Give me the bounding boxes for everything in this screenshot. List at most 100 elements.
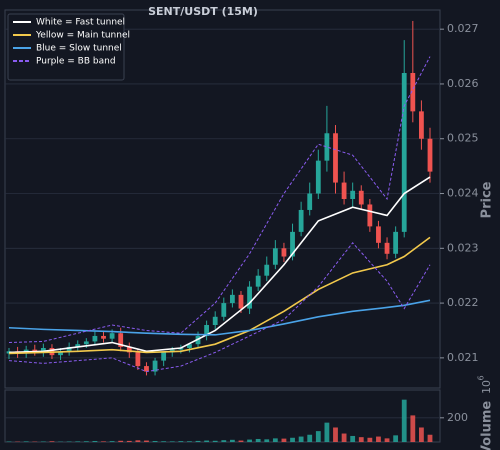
candle-body — [419, 111, 424, 139]
volume-bar — [333, 427, 338, 442]
volume-bar — [238, 440, 244, 442]
candle-body — [161, 352, 167, 361]
y-tick-label: 0.023 — [447, 241, 479, 254]
volume-bar — [23, 441, 29, 442]
candle-body — [212, 316, 218, 325]
volume-bar — [49, 441, 55, 442]
y-tick-label: 200 — [447, 411, 468, 424]
candle-body — [333, 133, 338, 183]
volume-bar — [427, 434, 433, 442]
volume-bar — [109, 441, 115, 442]
volume-bar — [195, 440, 201, 442]
volume-bar — [247, 439, 252, 442]
candle-body — [307, 193, 313, 210]
volume-bar — [367, 437, 373, 442]
volume-bar — [187, 441, 192, 442]
volume-bar — [101, 441, 106, 442]
candle-body — [324, 133, 330, 161]
volume-bar — [350, 435, 356, 442]
volume-bar — [307, 434, 313, 442]
volume-bar — [272, 438, 278, 442]
volume-bar — [152, 441, 158, 442]
y-tick-label: 0.024 — [447, 187, 479, 200]
volume-panel — [4, 389, 441, 443]
candle-body — [135, 352, 141, 367]
volume-bar — [212, 440, 218, 442]
indicator-line — [8, 242, 431, 373]
volume-bar — [410, 415, 416, 442]
volume-bar — [126, 440, 132, 442]
candle-body — [66, 346, 72, 352]
volume-bar — [393, 435, 399, 442]
candle-body — [204, 325, 210, 336]
legend-label: Yellow = Main tunnel — [35, 31, 130, 41]
y-tick-label: 0.026 — [447, 77, 479, 90]
candle-body — [298, 209, 304, 232]
candle-body — [376, 226, 381, 243]
volume-bar — [255, 438, 261, 442]
candle-body — [58, 351, 63, 356]
candle-body — [247, 286, 252, 309]
candle-body — [401, 73, 407, 232]
candle-body — [350, 190, 356, 199]
volume-bar — [315, 431, 321, 442]
candle-body — [75, 344, 81, 347]
volume-bar — [298, 436, 304, 442]
price-panel — [4, 9, 441, 389]
candle-body — [144, 366, 149, 372]
candle-body — [427, 138, 433, 172]
candle-body — [178, 348, 184, 350]
y-tick-label: 0.025 — [447, 132, 479, 145]
candle-body — [187, 344, 192, 349]
volume-bar — [281, 438, 287, 442]
chart-title: SENT/USDT (15M) — [148, 5, 258, 18]
candle-body — [315, 160, 321, 194]
volume-bar — [290, 437, 295, 442]
volume-bar — [324, 422, 330, 442]
volume-bar — [92, 441, 98, 442]
candle-body — [410, 73, 416, 112]
volume-bar — [178, 441, 184, 442]
offset-base: 10 — [480, 380, 493, 394]
candle-body — [229, 294, 235, 304]
y-axis-label: Price — [480, 181, 495, 218]
candle-body — [367, 204, 373, 227]
candle-body — [92, 335, 98, 342]
legend-label: White = Fast tunnel — [36, 18, 125, 28]
volume-bar — [161, 441, 167, 442]
volume-bar — [401, 399, 407, 442]
candle-body — [126, 346, 132, 353]
volume-bar — [135, 440, 141, 442]
volume-bar — [204, 440, 210, 442]
volume-bar — [75, 441, 81, 442]
volume-bar — [83, 441, 89, 442]
volume-bar — [376, 436, 381, 442]
candle-body — [384, 242, 390, 254]
candle-body — [118, 333, 124, 347]
candle-body — [101, 335, 106, 339]
volume-bar — [221, 440, 227, 442]
volume-bar — [264, 439, 270, 442]
candle-body — [281, 248, 287, 257]
candle-body — [272, 248, 278, 265]
y-tick-label: 0.021 — [447, 351, 479, 364]
candle-body — [238, 294, 244, 309]
offset-exponent: 6 — [477, 375, 486, 380]
candle-body — [264, 264, 270, 276]
volume-bar — [144, 440, 149, 442]
legend-label: Purple = BB band — [36, 57, 116, 67]
indicator-line — [8, 299, 431, 336]
volume-bar — [341, 433, 347, 442]
candle-body — [290, 231, 295, 257]
candle-body — [40, 348, 46, 353]
legend-label: Blue = Slow tunnel — [36, 44, 122, 54]
volume-axis-label: Volume — [480, 401, 495, 450]
candle-body — [255, 275, 261, 287]
volume-bar — [358, 437, 364, 442]
y-tick-label: 0.027 — [447, 22, 479, 35]
volume-bar — [169, 441, 175, 442]
volume-bar — [229, 439, 235, 442]
legend-box — [7, 13, 125, 81]
y-tick-label: 0.022 — [447, 296, 479, 309]
